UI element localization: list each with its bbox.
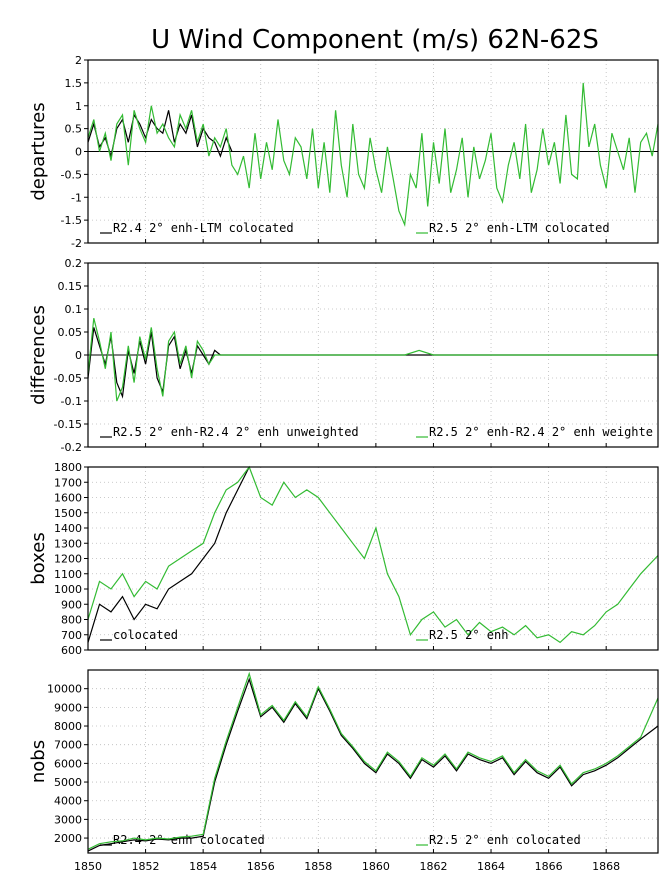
- series-line-2: [87, 82, 659, 228]
- y-tick-label: 1800: [54, 461, 82, 474]
- plot-frame: [87, 466, 659, 651]
- x-tick-label: 1854: [189, 860, 217, 873]
- chart-title: U Wind Component (m/s) 62N-62S: [151, 25, 599, 55]
- series-line-1: [87, 466, 250, 643]
- y-tick-label: 1500: [54, 507, 82, 520]
- y-tick-label: 4000: [54, 795, 82, 808]
- y-tick-label: 700: [61, 629, 82, 642]
- legend-label: R2.4 2° enh colocated: [113, 833, 265, 847]
- series-line-1: [87, 327, 658, 399]
- x-axis-labels: 1850 1852 1854 1856 1858 1860 1862 1864 1866 1868: [74, 860, 620, 873]
- y-axis-label: boxes: [28, 532, 49, 584]
- series-line-1: [87, 110, 233, 159]
- legend-label: R2.5 2° enh-R2.4 2° enh weighte: [429, 425, 653, 439]
- x-tick-label: 1856: [247, 860, 275, 873]
- y-tick-label: 0.2: [65, 257, 83, 270]
- y-tick-label: 2: [75, 54, 82, 67]
- panel-boxes: 600 700 800 900 1000 1100 1200 1300 1400 1500 1600…: [28, 461, 659, 657]
- series-line-2: [87, 465, 659, 644]
- panel-departures: -2 -1.5 -1 -0.5 0 0.5 1 1.5 2 R2.4 2° enh-LTM col…: [28, 54, 659, 250]
- y-tick-label: 1: [75, 100, 82, 113]
- y-tick-label: 3000: [54, 813, 82, 826]
- y-tick-label: 0: [75, 349, 82, 362]
- panel-nobs: 2000 3000 4000 5000 6000 7000 8000 9000 10000 R2.…: [28, 669, 659, 854]
- series-line-2: [87, 318, 658, 402]
- y-tick-label: -0.5: [61, 168, 82, 181]
- y-tick-label: 1100: [54, 568, 82, 581]
- plot-frame: [87, 669, 659, 854]
- series-line-2: [87, 671, 659, 850]
- y-tick-label: 7000: [54, 739, 82, 752]
- y-tick-label: 1300: [54, 537, 82, 550]
- x-tick-label: 1864: [477, 860, 505, 873]
- plot-frame: [87, 59, 659, 244]
- y-axis-label: nobs: [28, 740, 49, 783]
- x-tick-label: 1868: [592, 860, 620, 873]
- legend-label: R2.5 2° enh-LTM colocated: [429, 221, 610, 235]
- y-tick-label: -1.5: [61, 214, 82, 227]
- y-tick-label: 1.5: [65, 77, 83, 90]
- y-tick-label: 9000: [54, 701, 82, 714]
- y-tick-label: 8000: [54, 720, 82, 733]
- x-tick-label: 1866: [535, 860, 563, 873]
- x-tick-label: 1862: [419, 860, 447, 873]
- chart-panels: -2 -1.5 -1 -0.5 0 0.5 1 1.5 2 R2.4 2° enh-LTM col…: [28, 54, 659, 873]
- y-tick-label: 0.15: [58, 280, 83, 293]
- x-tick-label: 1860: [362, 860, 390, 873]
- y-tick-label: 0.5: [65, 123, 83, 136]
- legend-label: colocated: [113, 628, 178, 642]
- y-tick-label: 600: [61, 644, 82, 657]
- y-tick-label: 1600: [54, 492, 82, 505]
- legend-label: R2.4 2° enh-LTM colocated: [113, 221, 294, 235]
- y-axis-label: differences: [28, 305, 49, 405]
- x-tick-label: 1852: [132, 860, 160, 873]
- y-tick-label: -1: [71, 191, 82, 204]
- y-tick-label: -0.2: [61, 441, 82, 454]
- x-tick-label: 1858: [304, 860, 332, 873]
- y-tick-label: 900: [61, 598, 82, 611]
- series-line-1: [87, 677, 659, 852]
- y-tick-label: 0.05: [58, 326, 83, 339]
- legend-label: R2.5 2° enh: [429, 628, 508, 642]
- y-tick-label: 1700: [54, 476, 82, 489]
- y-axis-label: departures: [28, 102, 49, 200]
- y-tick-label: 6000: [54, 757, 82, 770]
- y-tick-label: -0.1: [61, 395, 82, 408]
- y-tick-label: 2000: [54, 832, 82, 845]
- y-tick-label: -0.05: [54, 372, 82, 385]
- y-tick-label: -2: [71, 237, 82, 250]
- y-tick-label: 0: [75, 146, 82, 159]
- y-tick-label: 10000: [47, 683, 82, 696]
- y-tick-label: 1200: [54, 553, 82, 566]
- x-tick-label: 1850: [74, 860, 102, 873]
- y-tick-label: 5000: [54, 776, 82, 789]
- legend-label: R2.5 2° enh colocated: [429, 833, 581, 847]
- legend-label: R2.5 2° enh-R2.4 2° enh unweighted: [113, 425, 359, 439]
- y-tick-label: 0.1: [65, 303, 83, 316]
- y-tick-label: -0.15: [54, 418, 82, 431]
- y-tick-label: 800: [61, 614, 82, 627]
- y-tick-label: 1400: [54, 522, 82, 535]
- plot-frame: [87, 262, 659, 448]
- panel-differences: -0.2 -0.15 -0.1 -0.05 0 0.05 0.1 0.15 0.2 R2.5 2°…: [28, 257, 659, 454]
- y-tick-label: 1000: [54, 583, 82, 596]
